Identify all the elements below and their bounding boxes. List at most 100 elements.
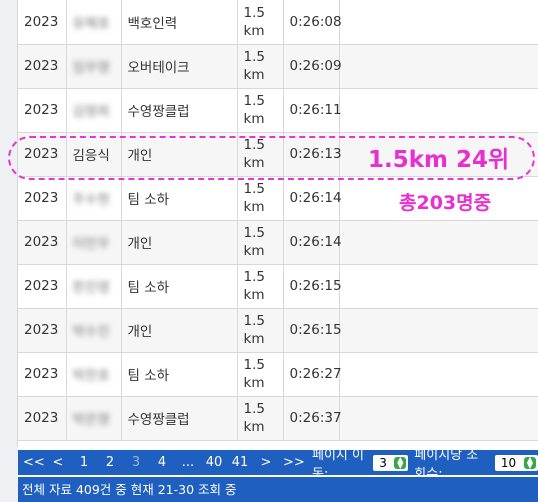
team-cell: 오버테이크 <box>121 44 238 89</box>
empty-cell <box>339 308 538 353</box>
year-cell: 2023 <box>18 176 67 221</box>
last-page-button[interactable]: >> <box>283 454 305 470</box>
time-cell: 0:26:14 <box>283 176 342 221</box>
bottom-gutter <box>0 447 18 502</box>
time-text: 0:26:15 <box>289 322 342 338</box>
distance-unit: km <box>243 287 265 303</box>
year-cell: 2023 <box>18 308 67 353</box>
pagination-bar: << < 1 2 3 4 ... 40 41 > >> 페이지 이동: 3 ▲ ▼… <box>18 448 538 482</box>
current-page: 3 <box>131 454 141 470</box>
name-text: 이민우 <box>72 236 110 252</box>
empty-cell <box>339 352 538 397</box>
time-cell: 0:26:37 <box>283 396 342 441</box>
time-cell: 0:26:09 <box>283 44 342 89</box>
distance-unit: km <box>243 111 265 127</box>
prev-page-button[interactable]: < <box>52 454 64 470</box>
time-text: 0:26:13 <box>289 146 342 162</box>
next-page-button[interactable]: > <box>260 454 272 470</box>
name-cell: 한진영 <box>66 264 122 309</box>
distance-unit: km <box>243 22 265 39</box>
page-link[interactable]: 2 <box>105 454 115 470</box>
time-text: 0:26:09 <box>289 58 342 74</box>
distance-value: 1.5 <box>243 401 265 417</box>
page-link[interactable]: 40 <box>205 454 223 470</box>
team-text: 수영짱클럽 <box>127 412 190 428</box>
page-link[interactable]: 4 <box>157 454 167 470</box>
team-text: 오버테이크 <box>127 60 190 76</box>
goto-page-label: 페이지 이동: <box>312 447 364 482</box>
distance-value: 1.5 <box>243 357 265 373</box>
year-text: 2023 <box>24 190 59 206</box>
time-text: 0:26:15 <box>289 278 342 294</box>
team-cell: 수영짱클럽 <box>121 88 238 133</box>
time-text: 0:26:37 <box>289 410 342 426</box>
distance-cell: 1.5 km <box>237 396 284 441</box>
time-text: 0:26:14 <box>289 234 342 250</box>
rank-annotation: 1.5km 24위 <box>368 147 510 173</box>
year-text: 2023 <box>24 234 59 250</box>
page-link[interactable]: 41 <box>231 454 249 470</box>
team-text: 개인 <box>127 236 153 252</box>
year-cell: 2023 <box>18 0 67 45</box>
team-text: 개인 <box>127 148 153 164</box>
team-cell: 개인 <box>121 132 238 177</box>
distance-cell: 1.5 km <box>237 176 284 221</box>
distance-unit: km <box>243 155 265 171</box>
per-page-select[interactable]: 10 ▲ ▼ <box>494 454 538 471</box>
distance-cell: 1.5 km <box>237 220 284 265</box>
distance-value: 1.5 <box>243 49 265 65</box>
year-cell: 2023 <box>18 264 67 309</box>
name-text: 한진영 <box>72 280 110 296</box>
year-text: 2023 <box>24 322 59 338</box>
first-page-button[interactable]: << <box>23 454 45 470</box>
team-text: 팀 소하 <box>127 368 170 384</box>
per-page-value: 10 <box>500 455 517 470</box>
distance-cell: 1.5 km <box>237 88 284 133</box>
empty-cell <box>339 44 538 89</box>
time-text: 0:26:27 <box>289 366 342 382</box>
name-text: 김응식 <box>72 148 110 164</box>
table-row: 2023 박수진 개인 1.5 km 0:26:15 <box>18 308 538 353</box>
up-down-spinner-icon: ▲ ▼ <box>524 455 536 469</box>
team-text: 개인 <box>127 324 153 340</box>
up-down-spinner-icon: ▲ ▼ <box>394 455 407 469</box>
name-text: 임우영 <box>72 60 110 76</box>
distance-value: 1.5 <box>243 4 265 21</box>
distance-value: 1.5 <box>243 181 265 197</box>
name-cell: 김영희 <box>66 88 122 133</box>
time-cell: 0:26:11 <box>283 88 342 133</box>
name-text: 유해호 <box>72 15 110 32</box>
time-text: 0:26:11 <box>289 102 342 118</box>
year-text: 2023 <box>24 13 59 30</box>
name-text: 김영희 <box>72 104 110 120</box>
left-gutter <box>0 0 18 447</box>
distance-value: 1.5 <box>243 225 265 241</box>
name-cell: 주수현 <box>66 176 122 221</box>
year-cell: 2023 <box>18 132 67 177</box>
goto-page-select[interactable]: 3 ▲ ▼ <box>373 454 409 471</box>
year-text: 2023 <box>24 58 59 74</box>
team-cell: 팀 소하 <box>121 264 238 309</box>
team-text: 팀 소하 <box>127 192 170 208</box>
time-cell: 0:26:08 <box>283 0 342 45</box>
name-text: 박수진 <box>72 324 110 340</box>
name-cell: 임우영 <box>66 44 122 89</box>
distance-unit: km <box>243 67 265 83</box>
year-text: 2023 <box>24 366 59 382</box>
team-cell: 팀 소하 <box>121 352 238 397</box>
name-cell: 김응식 <box>66 132 122 177</box>
distance-cell: 1.5 km <box>237 264 284 309</box>
year-cell: 2023 <box>18 352 67 397</box>
name-text: 박찬호 <box>72 368 110 384</box>
year-text: 2023 <box>24 410 59 426</box>
year-cell: 2023 <box>18 88 67 133</box>
empty-cell <box>339 132 538 177</box>
empty-cell <box>339 176 538 221</box>
results-table-body: 2023 유해호 백호인력 1.5 km 0:26:08 2023 임우영 오버테이크 1.5 km… <box>18 0 538 441</box>
table-row: 2023 이민우 개인 1.5 km 0:26:14 <box>18 220 538 265</box>
page-link[interactable]: 1 <box>79 454 89 470</box>
distance-unit: km <box>243 331 265 347</box>
time-text: 0:26:14 <box>289 190 342 206</box>
team-cell: 개인 <box>121 308 238 353</box>
name-cell: 이민우 <box>66 220 122 265</box>
